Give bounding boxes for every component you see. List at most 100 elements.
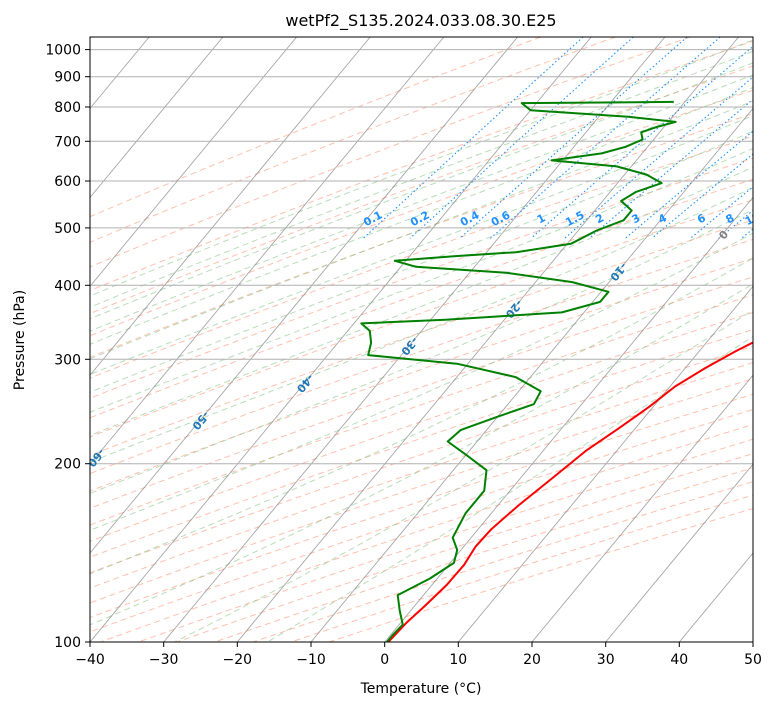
y-tick-label: 500 xyxy=(54,221,81,237)
mixing-ratio-label: 0.1 xyxy=(361,208,384,229)
isotherm-line xyxy=(90,37,297,288)
mixing-ratio-label: 3 xyxy=(630,211,643,226)
dry-adiabat-line xyxy=(90,89,753,337)
mixing-ratio-line xyxy=(588,98,753,239)
dry-adiabat-line xyxy=(90,219,753,457)
moist-adiabat-line xyxy=(90,147,753,413)
isotherm-line xyxy=(90,37,518,554)
mixing-ratio-line xyxy=(459,37,688,239)
isotherm-line xyxy=(384,196,753,642)
isotherm-line xyxy=(457,285,753,642)
y-tick-label: 100 xyxy=(54,635,81,651)
dry-adiabat-line xyxy=(90,378,753,604)
moist-adiabat-line xyxy=(90,114,753,376)
y-tick-label: 700 xyxy=(54,134,81,150)
dry-adiabat-line xyxy=(176,453,753,642)
x-tick-label: 30 xyxy=(597,652,615,668)
moist-adiabat-line xyxy=(90,50,753,308)
moist-adiabat-line xyxy=(90,257,753,575)
dry-adiabat-line xyxy=(90,37,691,268)
mixing-ratio-label: 10 xyxy=(743,209,763,228)
y-tick-label: 800 xyxy=(54,100,81,116)
dry-adiabat-line xyxy=(328,507,753,642)
isotherm-line xyxy=(90,37,371,376)
moist-adiabat-line xyxy=(90,62,753,320)
x-tick-label: 20 xyxy=(523,652,541,668)
x-tick-label: −30 xyxy=(149,652,179,668)
isotherm-line xyxy=(90,37,445,465)
mixing-ratio-line xyxy=(530,45,753,239)
moist-adiabat-line xyxy=(174,309,753,642)
dry-adiabat-line xyxy=(90,37,616,243)
dry-adiabat-line xyxy=(90,257,753,492)
isotherm-line xyxy=(163,37,666,642)
x-tick-label: −20 xyxy=(223,652,253,668)
moist-adiabat-line xyxy=(90,209,753,494)
moist-adiabat-line xyxy=(90,100,753,360)
isotherm-line xyxy=(236,37,739,642)
x-tick-label: 50 xyxy=(744,652,762,668)
mixing-ratio-label: 1 xyxy=(535,211,548,226)
dry-adiabat-line xyxy=(90,199,753,438)
mixing-ratio-label: 2 xyxy=(593,211,606,226)
dry-adiabat-line xyxy=(90,65,753,315)
dry-adiabat-line xyxy=(90,362,753,589)
x-tick-label: −40 xyxy=(75,652,105,668)
x-axis-title: Temperature (°C) xyxy=(360,681,482,697)
mixing-ratio-label: 6 xyxy=(695,211,708,226)
isotherm-line xyxy=(90,37,224,199)
dry-adiabat-line xyxy=(90,294,753,526)
dry-adiabat-line xyxy=(90,328,753,558)
x-tick-label: 40 xyxy=(670,652,688,668)
dry-adiabat-line xyxy=(90,113,753,358)
plot-frame xyxy=(89,36,754,643)
moist-adiabat-line xyxy=(90,283,753,626)
moist-adiabat-line xyxy=(90,130,753,393)
mixing-ratio-label: 0.4 xyxy=(458,208,482,229)
dry-adiabat-line xyxy=(90,178,753,419)
isotherm-line xyxy=(90,37,592,642)
dry-adiabat-line xyxy=(90,276,753,509)
mixing-ratio-label: 0.6 xyxy=(489,208,513,229)
dry-adiabat-line xyxy=(252,481,753,642)
mixing-ratio-line xyxy=(409,37,634,239)
moist-adiabat-line xyxy=(267,335,753,642)
y-tick-label: 200 xyxy=(54,457,81,473)
dry-adiabat-line xyxy=(90,135,753,379)
y-axis-title: Pressure (hPa) xyxy=(12,290,28,390)
moist-adiabat-line xyxy=(90,186,753,463)
moist-adiabat-line xyxy=(90,74,753,332)
dry-adiabat-line xyxy=(90,238,753,475)
dry-adiabat-line xyxy=(90,311,753,542)
dry-adiabat-line xyxy=(90,37,541,218)
y-tick-label: 400 xyxy=(54,278,81,294)
axes: −40 −30 −20 −10 0 10 20 30 40 5010020030040050060… xyxy=(45,43,762,668)
mixing-ratio-label: 13 xyxy=(770,209,775,228)
isotherm-label: -70 xyxy=(0,483,3,507)
mixing-ratio-line xyxy=(490,37,721,239)
y-tick-label: 300 xyxy=(54,352,81,368)
mixing-ratio-line xyxy=(564,76,753,239)
isotherm-line xyxy=(531,374,753,642)
isotherm-line xyxy=(310,107,753,642)
x-tick-label: 0 xyxy=(380,652,389,668)
dewpoint-line xyxy=(360,100,677,642)
mixing-ratio-line xyxy=(362,37,584,239)
y-tick-label: 900 xyxy=(54,70,81,86)
profile-series xyxy=(360,100,753,642)
moist-adiabat-line xyxy=(90,87,753,345)
moist-adiabat-line xyxy=(90,39,753,297)
mixing-ratio-line xyxy=(769,37,775,238)
moist-adiabat-line xyxy=(90,166,753,436)
y-tick-label: 600 xyxy=(54,174,81,190)
isotherm-line xyxy=(605,463,753,642)
isotherm-label: -60 xyxy=(85,446,108,470)
dry-adiabat-line xyxy=(90,345,753,574)
y-tick-label: 1000 xyxy=(45,43,81,59)
mixing-ratio-line xyxy=(689,186,753,239)
temperature-line xyxy=(387,341,753,642)
isotherm-line xyxy=(752,641,753,642)
dry-adiabat-line xyxy=(90,40,753,292)
